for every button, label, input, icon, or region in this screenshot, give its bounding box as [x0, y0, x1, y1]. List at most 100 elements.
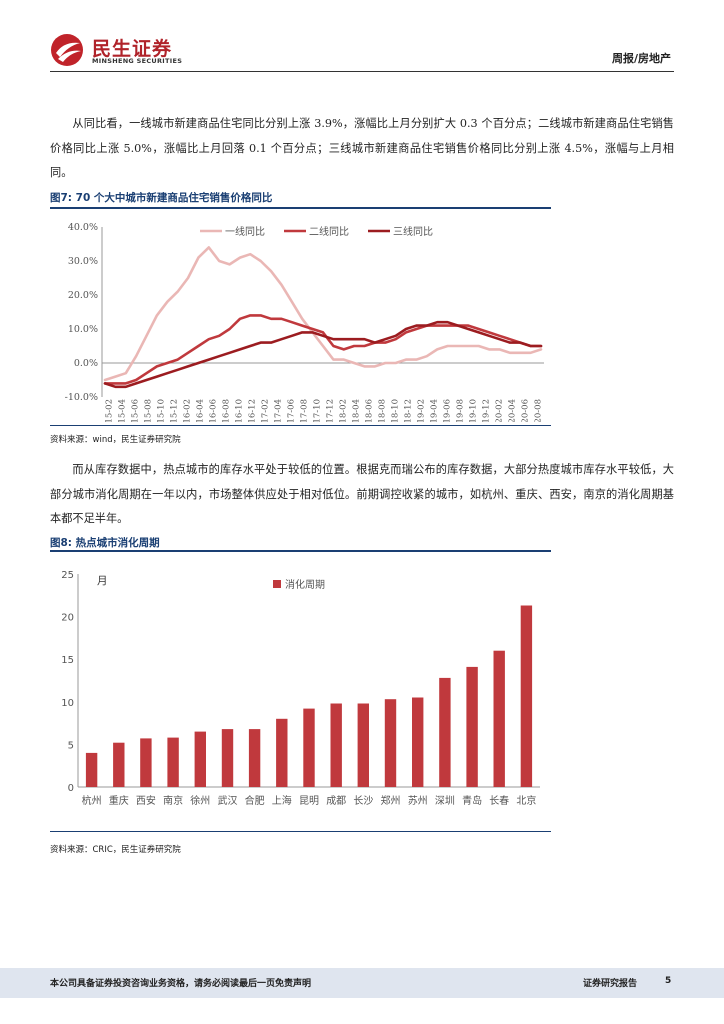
footer-report-type: 证券研究报告: [583, 979, 638, 989]
x-tick-label: 2015-10: [157, 399, 167, 422]
page-header: 民生证券 MINSHENG SECURITIES 周报/房地产: [0, 0, 724, 80]
x-tick-label: 2018-08: [378, 399, 388, 422]
x-tick-label: 2020-04: [508, 399, 518, 422]
logo-english-name: MINSHENG SECURITIES: [92, 57, 183, 65]
x-tick-label: 西安: [136, 794, 156, 807]
legend-swatch: [273, 580, 281, 588]
y-tick-label: 10: [61, 698, 74, 709]
bar-郑州: [384, 699, 397, 787]
minsheng-logo-icon: [51, 34, 83, 66]
logo-chinese-name: 民生证券: [92, 38, 173, 60]
y-tick-label: 0: [68, 783, 74, 794]
page-number: 5: [665, 976, 672, 986]
bar-徐州: [194, 731, 206, 787]
x-tick-label: 2017-02: [261, 399, 271, 422]
figure-8-rule: [50, 550, 551, 552]
x-tick-label: 苏州: [408, 794, 428, 807]
y-tick-label: 20.0%: [68, 290, 98, 301]
y-tick-label: 5: [68, 740, 74, 751]
series-line-3: [103, 320, 543, 389]
bar-深圳: [439, 677, 451, 787]
legend-label: 消化周期: [285, 578, 325, 591]
x-tick-label: 2016-10: [235, 399, 245, 422]
y-tick-label: 40.0%: [68, 222, 98, 233]
x-tick-label: 昆明: [299, 795, 319, 807]
x-tick-label: 2019-10: [469, 399, 479, 422]
x-tick-label: 2019-08: [456, 399, 466, 422]
figure-7-source: 资料来源：wind，民生证券研究院: [50, 435, 181, 445]
line-chart-price-yoy: 40.0%30.0%20.0%10.0%0.0%-10.0%2015-02 201…: [65, 222, 544, 422]
bar-成都: [330, 703, 342, 787]
bar-长春: [493, 650, 505, 787]
y-tick-label: 15: [61, 655, 74, 666]
x-tick-label: 2015-04: [118, 399, 128, 422]
bar-上海: [276, 718, 288, 787]
bar-重庆: [113, 742, 125, 787]
y-tick-label: -10.0%: [65, 392, 98, 403]
figure-7-bottom-rule: [50, 425, 551, 426]
x-tick-label: 郑州: [381, 794, 401, 807]
figure-7-rule: [50, 207, 551, 209]
x-tick-label: 2016-12: [248, 399, 258, 422]
legend-label: 三线同比: [393, 225, 433, 238]
bar-昆明: [303, 708, 315, 787]
x-tick-label: 2015-02: [105, 399, 115, 422]
legend-label: 二线同比: [309, 225, 349, 238]
x-tick-label: 2015-06: [131, 399, 141, 422]
bar-合肥: [248, 729, 261, 787]
y-tick-label: 10.0%: [68, 324, 98, 335]
footer-disclaimer: 本公司具备证券投资咨询业务资格，请务必阅读最后一页免责声明: [50, 979, 312, 989]
paragraph-text: 而从库存数据中，热点城市的库存水平处于较低的位置。根据克而瑞公布的库存数据，大部…: [50, 463, 674, 525]
series-line-2: [103, 314, 543, 385]
figure-8-title: 图8: 热点城市消化周期: [50, 537, 160, 549]
x-tick-label: 徐州: [190, 794, 210, 807]
bar-杭州: [85, 752, 98, 787]
x-tick-label: 2016-02: [183, 399, 193, 422]
bar-北京: [520, 605, 533, 787]
x-tick-label: 2018-04: [352, 399, 362, 422]
page-footer: 本公司具备证券投资咨询业务资格，请务必阅读最后一页免责声明 证券研究报告 5: [0, 968, 724, 998]
x-tick-label: 2019-06: [443, 399, 453, 422]
bar-南京: [167, 737, 179, 787]
x-tick-label: 2017-12: [326, 399, 336, 422]
x-tick-label: 2018-12: [404, 399, 414, 422]
x-tick-label: 2018-02: [339, 399, 349, 422]
y-tick-label: 30.0%: [68, 256, 98, 267]
x-tick-label: 青岛: [462, 794, 482, 807]
x-tick-label: 2016-06: [209, 399, 219, 422]
x-tick-label: 2017-06: [287, 399, 297, 422]
x-tick-label: 北京: [516, 794, 536, 807]
x-tick-label: 2019-12: [482, 399, 492, 422]
y-tick-label: 25: [61, 570, 74, 581]
x-tick-label: 南京: [163, 794, 183, 807]
figure-7-title: 图7: 70 个大中城市新建商品住宅销售价格同比: [50, 192, 273, 204]
x-tick-label: 2020-06: [521, 399, 531, 422]
x-tick-label: 2017-08: [300, 399, 310, 422]
legend-label: 一线同比: [225, 225, 265, 238]
figure-8-bottom-rule: [50, 831, 551, 832]
x-tick-label: 2019-04: [430, 399, 440, 422]
x-tick-label: 2016-04: [196, 399, 206, 422]
header-divider: [50, 71, 674, 72]
series-line-1: [103, 246, 543, 382]
figure-8-source: 资料来源：CRIC，民生证券研究院: [50, 845, 181, 855]
x-tick-label: 上海: [272, 794, 292, 807]
x-tick-label: 武汉: [218, 794, 238, 807]
bar-西安: [140, 738, 152, 787]
paragraph-text: 从同比看，一线城市新建商品住宅同比分别上涨 3.9%，涨幅比上月分别扩大 0.3…: [50, 117, 674, 179]
x-tick-label: 2019-02: [417, 399, 427, 422]
x-tick-label: 2015-08: [144, 399, 154, 422]
x-tick-label: 杭州: [82, 794, 102, 807]
x-tick-label: 长沙: [353, 795, 373, 807]
x-tick-label: 2016-08: [222, 399, 232, 422]
x-tick-label: 2020-02: [495, 399, 505, 422]
x-tick-label: 重庆: [109, 794, 129, 807]
bar-长沙: [357, 703, 369, 787]
bar-武汉: [221, 729, 234, 787]
x-tick-label: 2015-12: [170, 399, 180, 422]
y-tick-label: 0.0%: [74, 358, 98, 369]
x-tick-label: 2018-10: [391, 399, 401, 422]
x-tick-label: 2017-04: [274, 399, 284, 422]
bar-chart-absorption-period: 25 20 15 10 5 0 月 消化周期杭州 重庆 西安 南京 徐州 武汉 合肥 上海 昆明 成都 长沙 郑州苏…: [61, 570, 540, 807]
y-tick-label: 20: [61, 613, 74, 624]
